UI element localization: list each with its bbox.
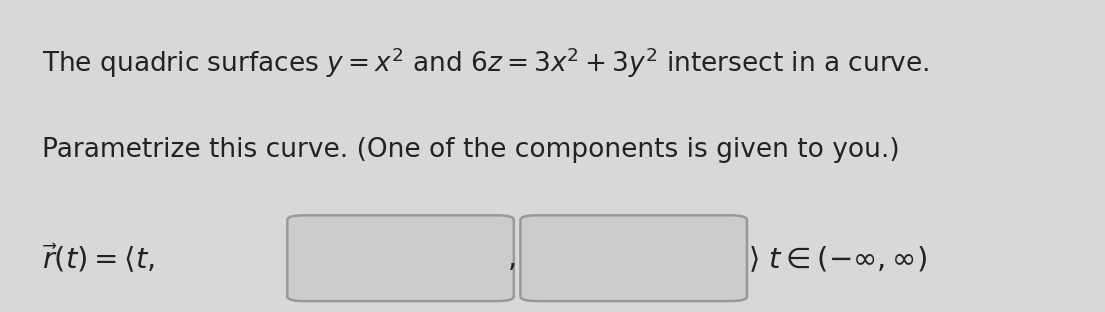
Text: Parametrize this curve. (One of the components is given to you.): Parametrize this curve. (One of the comp… bbox=[42, 137, 899, 163]
FancyBboxPatch shape bbox=[287, 215, 514, 301]
FancyBboxPatch shape bbox=[520, 215, 747, 301]
Text: ,: , bbox=[508, 245, 517, 273]
Text: $\rangle \ t \in (-\infty, \infty)$: $\rangle \ t \in (-\infty, \infty)$ bbox=[748, 244, 927, 274]
Text: $\vec{r}(t) = \langle t,$: $\vec{r}(t) = \langle t,$ bbox=[42, 242, 155, 275]
Text: The quadric surfaces $y = x^2$ and $6z = 3x^2 + 3y^2$ intersect in a curve.: The quadric surfaces $y = x^2$ and $6z =… bbox=[42, 45, 929, 80]
